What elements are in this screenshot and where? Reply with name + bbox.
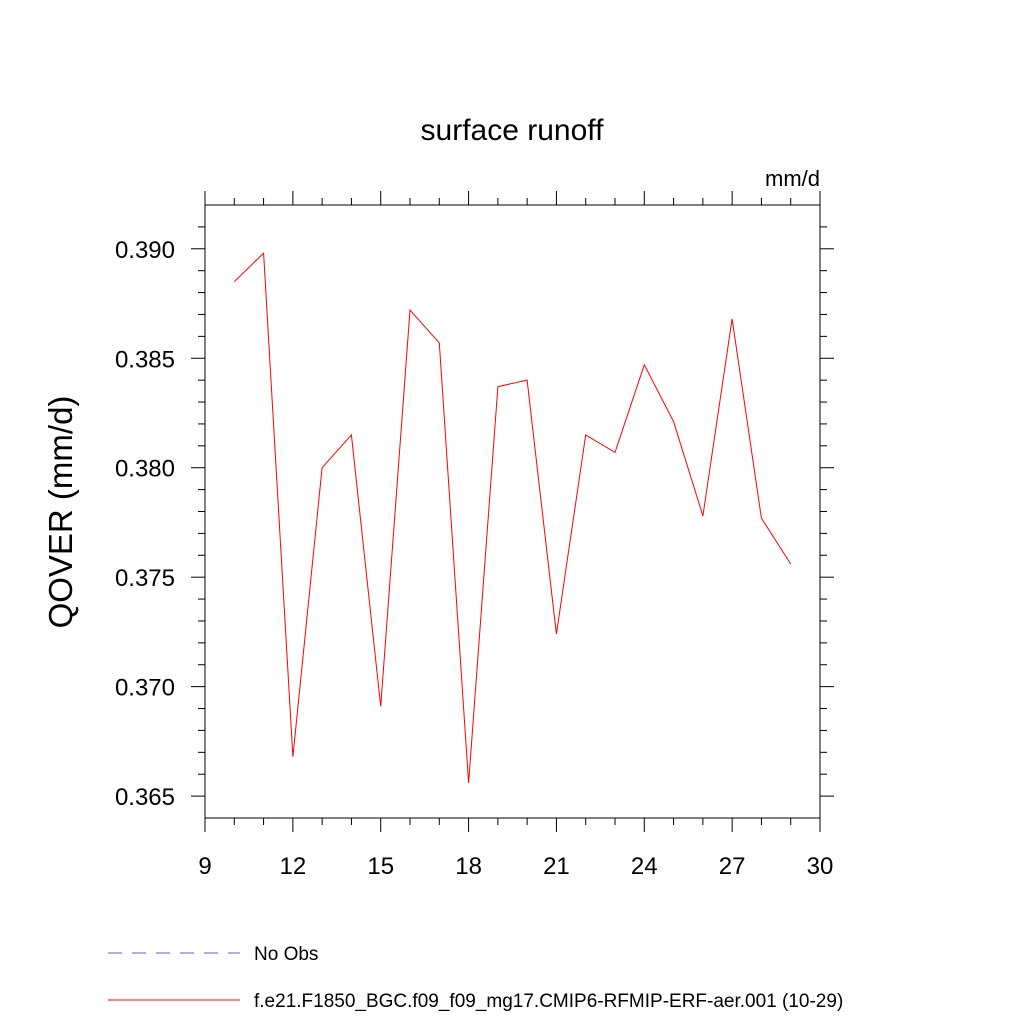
plot-frame bbox=[204, 204, 821, 819]
x-tick-label: 9 bbox=[198, 853, 211, 880]
chart-title: surface runoff bbox=[421, 114, 605, 147]
legend-label: f.e21.F1850_BGC.f09_f09_mg17.CMIP6-RFMIP… bbox=[254, 991, 843, 1012]
y-tick-label: 0.370 bbox=[115, 675, 175, 702]
axis-tick-labels: 9 12 15 18 21 24 27 30 0.365 0.370 0.375 0.380 0.385… bbox=[115, 237, 833, 880]
y-tick-label: 0.380 bbox=[115, 456, 175, 483]
x-tick-label: 21 bbox=[543, 853, 570, 880]
y-tick-label: 0.365 bbox=[115, 784, 175, 811]
x-tick-label: 30 bbox=[807, 853, 834, 880]
legend-label: No Obs bbox=[254, 944, 318, 965]
x-tick-label: 24 bbox=[631, 853, 658, 880]
units-label: mm/d bbox=[765, 166, 820, 191]
legend: No Obs f.e21.F1850_BGC.f09_f09_mg17.CMIP6… bbox=[108, 944, 843, 1012]
y-tick-label: 0.390 bbox=[115, 237, 175, 264]
y-tick-label: 0.375 bbox=[115, 565, 175, 592]
series-group bbox=[233, 252, 792, 784]
x-tick-label: 18 bbox=[455, 853, 482, 880]
y-tick-label: 0.385 bbox=[115, 346, 175, 373]
x-tick-label: 15 bbox=[367, 853, 394, 880]
y-axis-label: QOVER (mm/d) bbox=[42, 396, 79, 629]
x-tick-label: 12 bbox=[280, 853, 307, 880]
series-line bbox=[233, 252, 792, 784]
x-tick-label: 27 bbox=[719, 853, 746, 880]
axis-ticks bbox=[191, 191, 834, 832]
